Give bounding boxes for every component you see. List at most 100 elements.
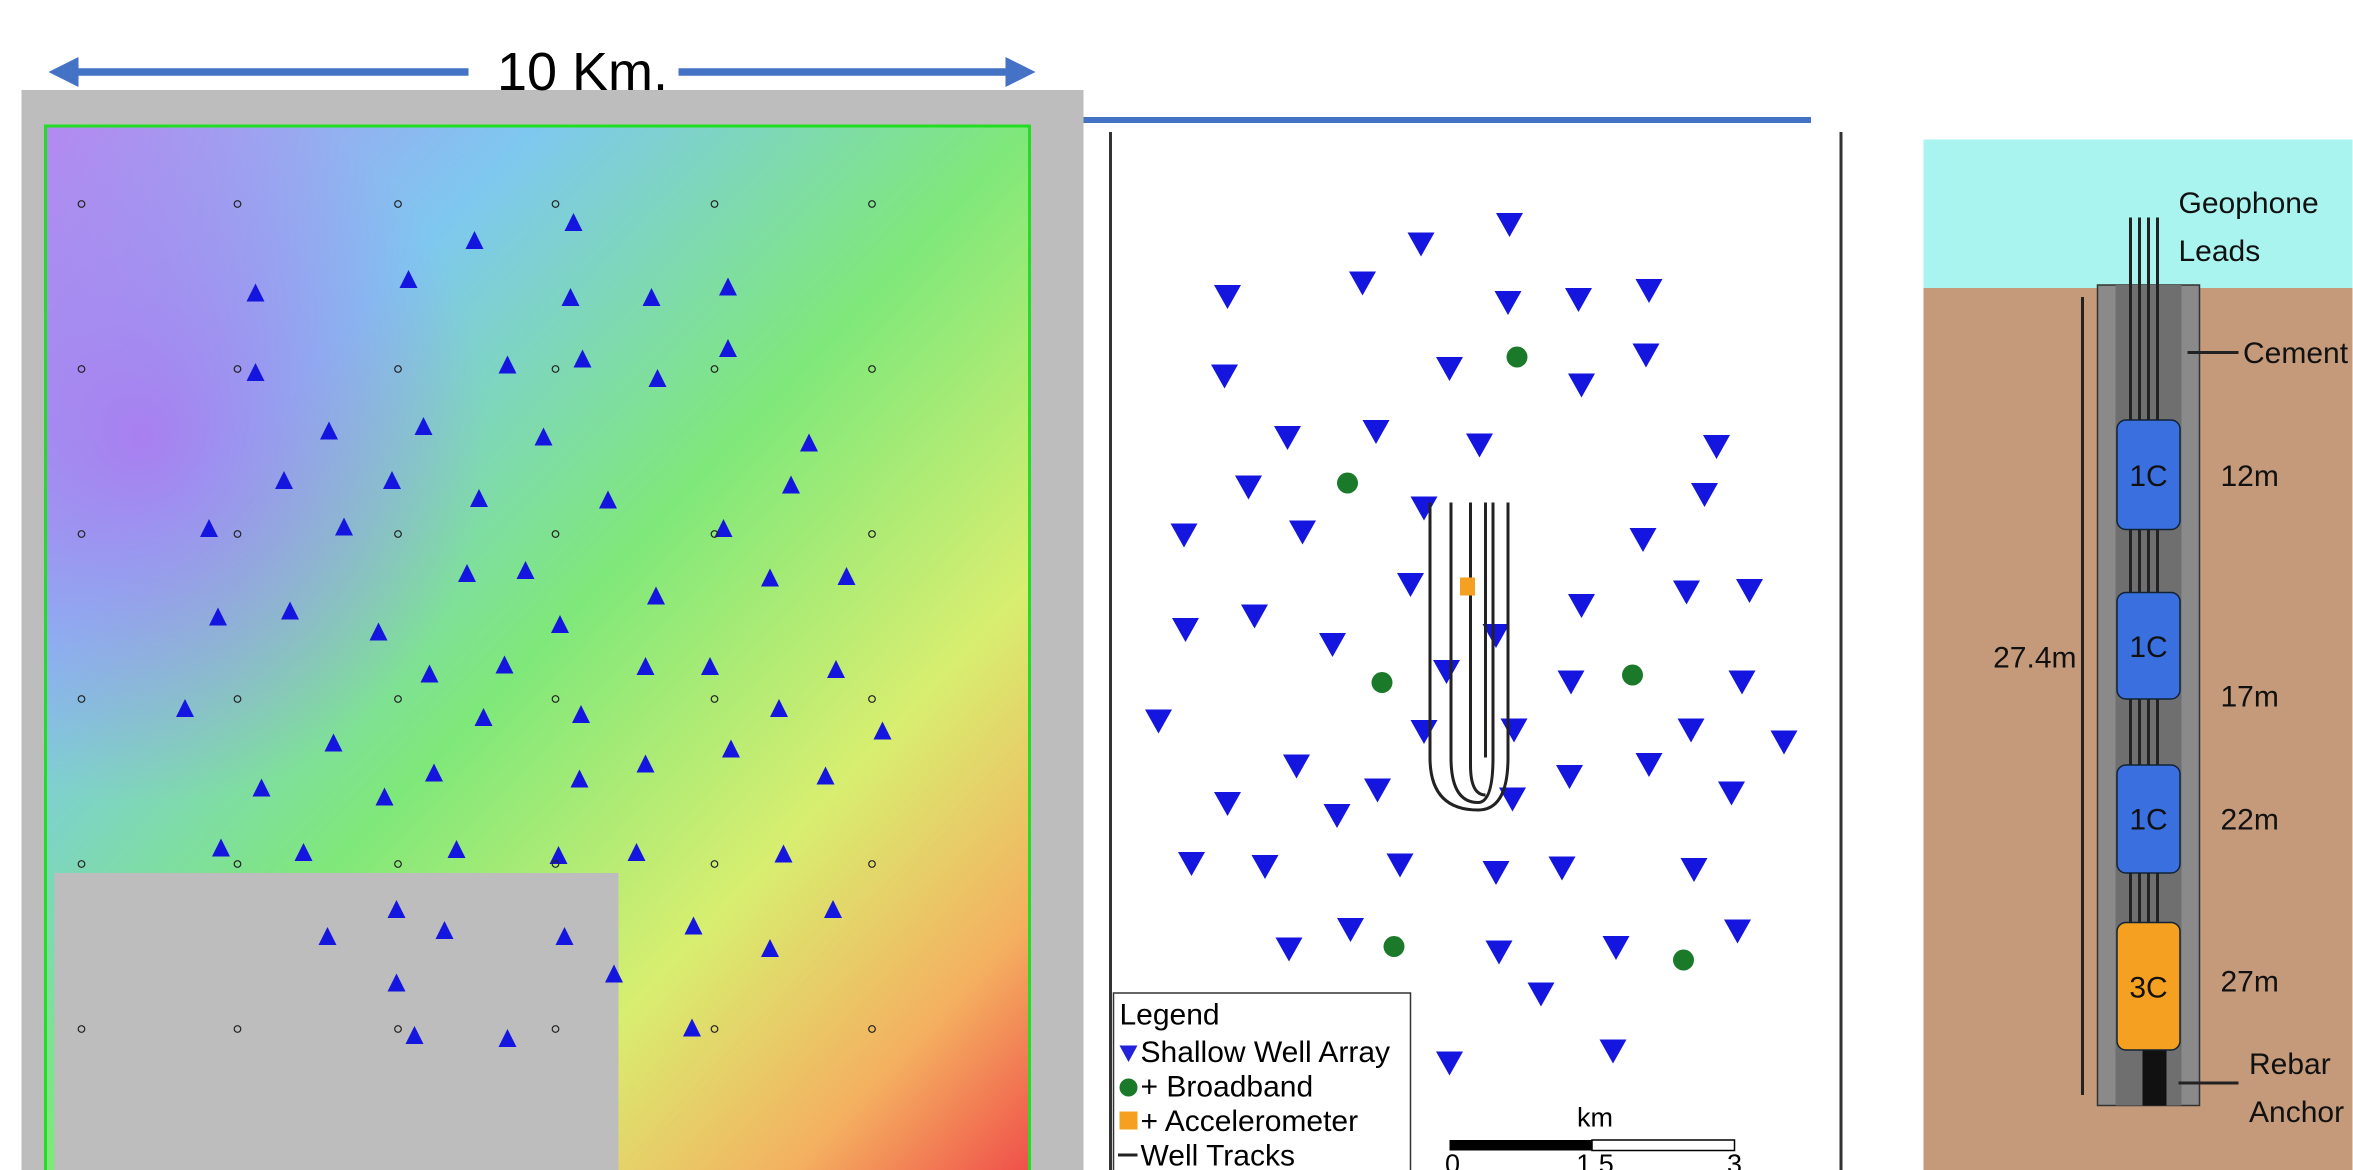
shallow-well-marker: [1565, 288, 1592, 312]
shallow-well-marker: [1363, 420, 1390, 444]
scale-unit: km: [1577, 1103, 1613, 1133]
shallow-well-marker: [1486, 941, 1513, 965]
broadband-marker: [1673, 950, 1694, 971]
sensor-type: 3C: [2129, 972, 2167, 1005]
shallow-well-marker: [1636, 279, 1663, 303]
shallow-well-marker: [1337, 918, 1364, 942]
shallow-well-marker: [1771, 731, 1798, 755]
total-depth: 27.4m: [1993, 642, 2076, 675]
shallow-well-marker: [1603, 936, 1630, 960]
shallow-well-marker: [1549, 857, 1576, 881]
map-mask: [55, 873, 619, 1170]
legend-item: Well Tracks: [1141, 1140, 1295, 1170]
broadband-marker: [1372, 672, 1393, 693]
shallow-well-marker: [1678, 719, 1705, 743]
shallow-well-marker: [1235, 476, 1262, 500]
shallow-well-marker: [1319, 633, 1346, 657]
shallow-well-marker: [1397, 573, 1424, 597]
shallow-well-marker: [1364, 779, 1391, 803]
shallow-well-marker: [1691, 483, 1718, 507]
shallow-well-marker: [1703, 435, 1730, 459]
shallow-well-marker: [1630, 528, 1657, 552]
shallow-well-marker: [1172, 618, 1199, 642]
scale-segment: [1450, 1140, 1593, 1151]
scale-label: 10 Km.: [497, 42, 668, 102]
broadband-markers: [1337, 347, 1694, 971]
arrow-head: [1006, 57, 1036, 87]
legend-item: + Broadband: [1141, 1071, 1314, 1104]
anchor-label: Anchor: [2249, 1096, 2344, 1129]
sensor-depth: 27m: [2221, 966, 2279, 999]
shallow-well-marker: [1483, 861, 1510, 885]
sensor-depth: 22m: [2221, 804, 2279, 837]
shallow-well-marker: [1411, 720, 1438, 744]
shallow-well-marker: [1289, 521, 1316, 545]
shallow-well-marker: [1718, 782, 1745, 806]
arrow-head: [49, 57, 79, 87]
shallow-well-marker: [1568, 374, 1595, 398]
shallow-well-marker: [1496, 213, 1523, 237]
shallow-well-marker: [1495, 291, 1522, 315]
shallow-well-marker: [1724, 920, 1751, 944]
shallow-well-marker: [1241, 605, 1268, 629]
legend-symbol: [1120, 1079, 1138, 1097]
leads-label: Geophone: [2179, 187, 2319, 220]
shallow-well-marker: [1349, 272, 1376, 296]
shallow-well-marker: [1324, 804, 1351, 828]
legend: Legend Shallow Well Array + Broadband + …: [1114, 993, 1411, 1170]
terrain-map: [22, 90, 1084, 1170]
accelerometer-marker: [1460, 578, 1475, 596]
shallow-well-marker: [1528, 983, 1555, 1007]
shallow-well-marker: [1568, 594, 1595, 618]
scale-bar: km 0 1.5 3: [1445, 1103, 1742, 1170]
sensor-type: 1C: [2129, 460, 2167, 493]
shallow-well-marker: [1436, 357, 1463, 381]
well-diagram: 1C 1C 1C 3C 12m 17m 22m 27m 27.4m Geopho…: [1924, 140, 2353, 1170]
sensor-depth: 12m: [2221, 460, 2279, 493]
shallow-well-marker: [1145, 710, 1172, 734]
shallow-well-marker: [1633, 344, 1660, 368]
rebar: [2143, 1050, 2167, 1106]
shallow-well-marker: [1211, 365, 1238, 389]
broadband-marker: [1507, 347, 1528, 368]
well-track: [1471, 503, 1486, 796]
shallow-well-marker: [1171, 524, 1198, 548]
well-tracks: [1430, 503, 1508, 811]
sensor-type: 1C: [2129, 631, 2167, 664]
shallow-well-marker: [1636, 753, 1663, 777]
shallow-well-marker: [1411, 497, 1438, 521]
leads-label: Leads: [2179, 235, 2261, 268]
shallow-well-marker: [1558, 671, 1585, 695]
shallow-well-marker: [1252, 855, 1279, 879]
sensor-depth: 17m: [2221, 681, 2279, 714]
shallow-well-marker: [1274, 426, 1301, 450]
shallow-well-marker: [1600, 1040, 1627, 1064]
shallow-well-marker: [1214, 792, 1241, 816]
legend-item: Shallow Well Array: [1141, 1036, 1391, 1069]
anchor-label: Rebar: [2249, 1048, 2331, 1081]
broadband-marker: [1384, 936, 1405, 957]
shallow-well-marker: [1408, 233, 1435, 257]
shallow-well-marker: [1387, 854, 1414, 878]
cement-label: Cement: [2243, 337, 2349, 370]
shallow-well-marker: [1729, 671, 1756, 695]
shallow-well-marker: [1178, 852, 1205, 876]
shallow-well-marker: [1214, 285, 1241, 309]
shallow-well-marker: [1556, 765, 1583, 789]
broadband-marker: [1337, 473, 1358, 494]
shallow-well-marker: [1466, 434, 1493, 458]
sensor-type: 1C: [2129, 804, 2167, 837]
scale-tick: 3: [1727, 1149, 1742, 1170]
shallow-well-marker: [1276, 938, 1303, 962]
legend-title: Legend: [1120, 999, 1220, 1032]
scale-tick: 0: [1445, 1149, 1460, 1170]
legend-symbol: [1120, 1112, 1138, 1130]
legend-item: + Accelerometer: [1141, 1105, 1359, 1138]
figure: 10 Km. Legend Shallow Well Array + Broad…: [0, 0, 2353, 1170]
shallow-well-marker: [1501, 719, 1528, 743]
shallow-well-marker: [1433, 660, 1460, 684]
shallow-well-marker: [1436, 1052, 1463, 1076]
shallow-well-marker: [1283, 755, 1310, 779]
broadband-marker: [1622, 665, 1643, 686]
shallow-well-marker: [1736, 579, 1763, 603]
